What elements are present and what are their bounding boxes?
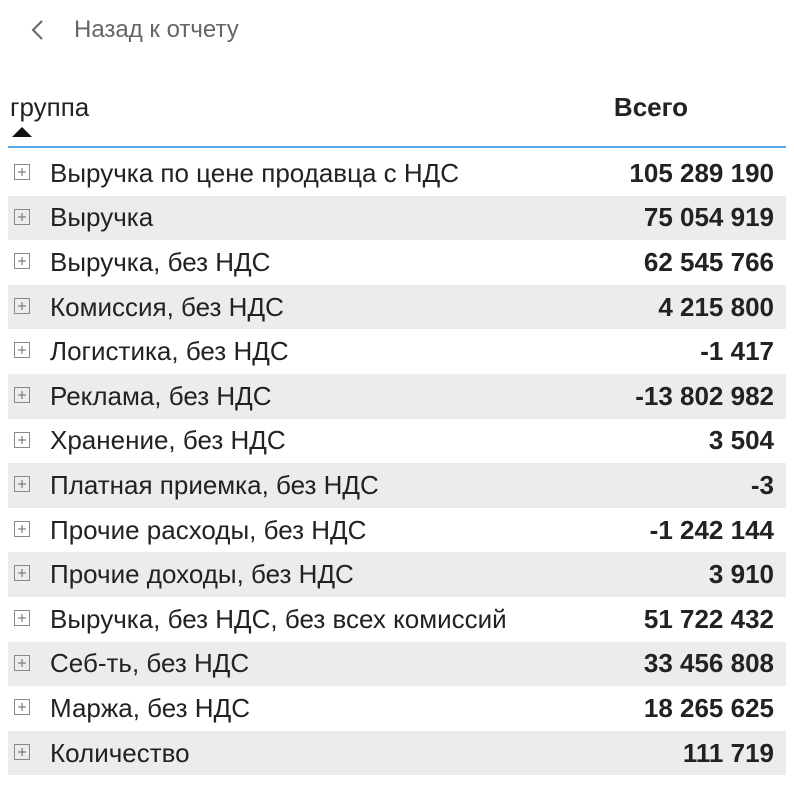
expand-button[interactable] — [14, 297, 30, 319]
table-row: Выручка по цене продавца с НДС 105 289 19… — [8, 151, 786, 196]
column-header[interactable]: группа — [10, 92, 90, 122]
table-row: Комиссия, без НДС 4 215 800 — [8, 284, 786, 330]
row-value: 51 722 432 — [643, 603, 774, 634]
row-value: -1 417 — [700, 336, 774, 367]
row-value: -1 242 144 — [649, 514, 774, 545]
expand-button[interactable] — [14, 520, 30, 542]
table-row: Маржа, без НДС 18 265 625 — [8, 686, 786, 731]
expand-button[interactable] — [14, 386, 30, 408]
back-link[interactable]: Назад к отчету — [30, 12, 239, 48]
row-label: Выручка — [50, 202, 154, 233]
row-value: 3 910 — [708, 559, 774, 590]
expand-button[interactable] — [14, 654, 30, 676]
expand-button[interactable] — [14, 164, 30, 185]
row-label: Маржа, без НДС — [50, 692, 250, 723]
row-value: -3 — [750, 469, 774, 500]
table-row: Выручка, без НДС 62 545 766 — [8, 240, 786, 285]
expand-button[interactable] — [14, 208, 30, 230]
expand-button[interactable] — [14, 342, 30, 363]
row-label: Выручка, без НДС, без всех комиссий — [50, 603, 507, 634]
row-label: Платная приемка, без НДС — [50, 469, 379, 500]
row-label: Выручка, без НДС — [50, 246, 271, 277]
sort-indicator — [12, 127, 32, 137]
row-value: 33 456 808 — [643, 648, 774, 679]
expand-button[interactable] — [14, 699, 30, 720]
expand-button[interactable] — [14, 565, 30, 586]
back-arrow — [31, 20, 43, 40]
row-label: Выручка по цене продавца с НДС — [50, 157, 460, 188]
row-label: Логистика, без НДС — [50, 336, 289, 367]
table-row: Выручка, без НДС, без всех комиссий 51 72… — [8, 597, 786, 642]
table-row: Прочие расходы, без НДС -1 242 144 — [8, 508, 786, 553]
column-header[interactable]: Всего — [613, 92, 688, 122]
row-value: 75 054 919 — [643, 202, 774, 233]
row-label: Реклама, без НДС — [50, 380, 272, 411]
row-label: Хранение, без НДС — [50, 425, 286, 456]
table-row: Выручка 75 054 919 — [8, 195, 786, 241]
row-value: 105 289 190 — [629, 157, 774, 188]
row-value: 18 265 625 — [643, 692, 774, 723]
table-row: Платная приемка, без НДС -3 — [8, 463, 786, 508]
table-row: Хранение, без НДС 3 504 — [8, 419, 786, 464]
row-label: Прочие доходы, без НДС — [50, 559, 354, 590]
row-label: Себ-ть, без НДС — [50, 648, 250, 679]
back-text: Назад к отчету — [74, 16, 239, 43]
expand-button[interactable] — [14, 743, 30, 765]
row-value: 4 215 800 — [658, 291, 774, 322]
row-value: -13 802 982 — [635, 380, 774, 411]
expand-button[interactable] — [14, 609, 30, 631]
row-label: Комиссия, без НДС — [50, 291, 284, 322]
row-label: Прочие расходы, без НДС — [50, 514, 367, 545]
row-value: 111 719 — [682, 737, 774, 768]
expand-button[interactable] — [14, 431, 30, 453]
table-body: Выручка по цене продавца с НДС 105 289 19… — [8, 151, 786, 776]
expand-button[interactable] — [14, 253, 30, 274]
expand-button[interactable] — [14, 476, 30, 497]
table-row: Количество 111 719 — [8, 730, 786, 776]
table-row: Себ-ть, без НДС 33 456 808 — [8, 641, 786, 687]
table-row: Логистика, без НДС -1 417 — [8, 329, 786, 374]
table-row: Реклама, без НДС -13 802 982 — [8, 373, 786, 419]
header-rule — [8, 146, 786, 148]
row-label: Количество — [50, 737, 190, 768]
row-value: 62 545 766 — [643, 246, 774, 277]
row-value: 3 504 — [708, 425, 774, 456]
table-row: Прочие доходы, без НДС 3 910 — [8, 552, 786, 597]
